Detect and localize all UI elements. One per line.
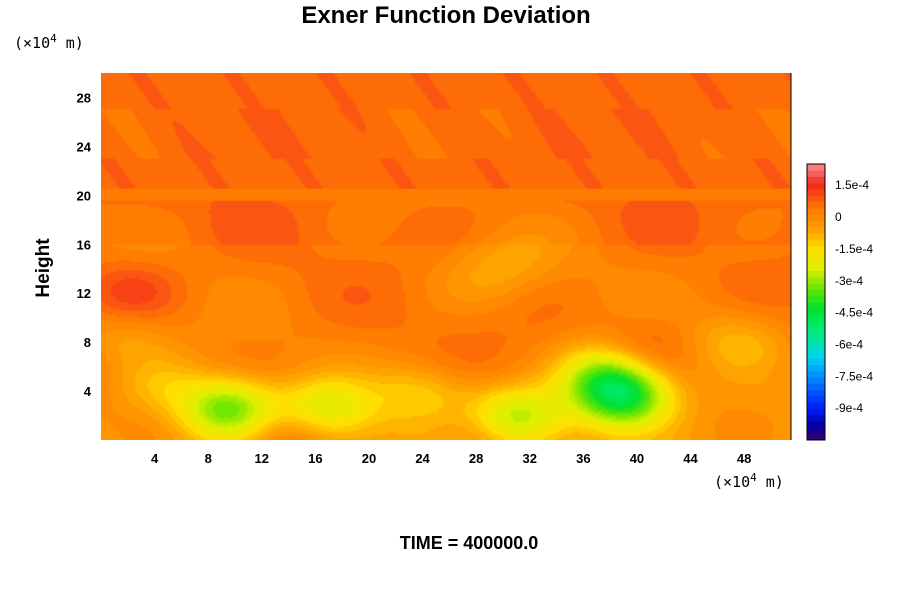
colorbar-tick-label: 1.5e-4 <box>835 178 869 192</box>
colorbar-tick-label: -9e-4 <box>835 401 863 415</box>
x-tick-label: 4 <box>151 451 159 466</box>
x-tick-label: 8 <box>205 451 212 466</box>
colorbar-bin <box>807 339 825 347</box>
colorbar-bin <box>807 214 825 221</box>
x-tick-labels: 4 8 12 16 20 24 28 32 36 40 44 48 <box>151 451 751 466</box>
colorbar-bin <box>807 377 825 384</box>
heatmap-field <box>101 73 791 440</box>
time-label: TIME = 400000.0 <box>400 533 539 553</box>
colorbar-bin <box>807 433 825 441</box>
y-axis-unit: (×104 m) <box>14 32 84 52</box>
colorbar-bin <box>807 170 825 177</box>
x-tick-label: 12 <box>255 451 269 466</box>
x-tick-label: 32 <box>523 451 537 466</box>
colorbar-bin <box>807 383 825 391</box>
colorbar-bin <box>807 251 825 259</box>
colorbar-bin <box>807 189 825 196</box>
x-tick-label: 44 <box>683 451 698 466</box>
colorbar-bin <box>807 195 825 203</box>
colorbar-bin <box>807 264 825 272</box>
colorbar-bin <box>807 333 825 341</box>
x-axis-unit: (×104 m) <box>714 471 784 491</box>
colorbar-bin <box>807 245 825 253</box>
x-tick-label: 48 <box>737 451 751 466</box>
x-tick-label: 24 <box>415 451 430 466</box>
y-tick-label: 28 <box>77 90 91 105</box>
colorbar-bin <box>807 371 825 378</box>
colorbar-bin <box>807 427 825 435</box>
colorbar-tick-label: -3e-4 <box>835 274 863 288</box>
y-tick-labels: 4 8 12 16 20 24 28 <box>77 90 92 399</box>
colorbar: 1.5e-4 0 -1.5e-4 -3e-4 -4.5e-4 -6e-4 -7.5e-4 -9… <box>806 163 873 441</box>
colorbar-bin <box>807 358 825 366</box>
colorbar-bin <box>807 239 825 246</box>
colorbar-bin <box>807 308 825 315</box>
colorbar-bin <box>807 258 825 265</box>
colorbar-bin <box>807 295 825 303</box>
colorbar-tick-label: -7.5e-4 <box>835 369 873 383</box>
colorbar-bin <box>807 283 825 290</box>
colorbar-bin <box>807 314 825 322</box>
colorbar-bin <box>807 327 825 334</box>
colorbar-bin <box>807 302 825 309</box>
y-tick-label: 12 <box>77 286 91 301</box>
colorbar-bin <box>807 408 825 416</box>
x-tick-label: 16 <box>308 451 322 466</box>
colorbar-bin <box>807 364 825 372</box>
y-tick-label: 20 <box>77 188 91 203</box>
colorbar-bin <box>807 414 825 422</box>
colorbar-tick-label: -4.5e-4 <box>835 306 873 320</box>
chart-title: Exner Function Deviation <box>301 2 590 29</box>
colorbar-tick-label: -6e-4 <box>835 337 863 351</box>
colorbar-bin <box>807 276 825 284</box>
colorbar-bin <box>807 345 825 353</box>
colorbar-bins <box>807 164 825 441</box>
colorbar-bin <box>807 233 825 240</box>
colorbar-tick-label: -1.5e-4 <box>835 242 873 256</box>
y-tick-label: 4 <box>84 384 92 399</box>
colorbar-tick-label: 0 <box>835 210 842 224</box>
colorbar-bin <box>807 396 825 403</box>
colorbar-bin <box>807 320 825 328</box>
colorbar-bin <box>807 389 825 397</box>
colorbar-bin <box>807 164 825 171</box>
plot-area <box>101 73 791 440</box>
colorbar-bin <box>807 201 825 209</box>
colorbar-bin <box>807 270 825 278</box>
colorbar-bin <box>807 402 825 410</box>
colorbar-bin <box>807 352 825 359</box>
colorbar-bin <box>807 182 825 190</box>
colorbar-frame <box>806 163 826 441</box>
y-tick-label: 24 <box>77 139 92 154</box>
colorbar-bin <box>807 421 825 428</box>
colorbar-bin <box>807 220 825 228</box>
x-tick-label: 20 <box>362 451 376 466</box>
y-tick-label: 16 <box>77 237 91 252</box>
colorbar-tick-labels: 1.5e-4 0 -1.5e-4 -3e-4 -4.5e-4 -6e-4 -7.5e-4 -9… <box>835 178 873 415</box>
y-tick-label: 8 <box>84 335 91 350</box>
colorbar-bin <box>807 176 825 184</box>
colorbar-bin <box>807 207 825 215</box>
colorbar-bin <box>807 226 825 234</box>
x-tick-label: 36 <box>576 451 590 466</box>
x-tick-label: 40 <box>630 451 644 466</box>
colorbar-bin <box>807 289 825 297</box>
x-tick-label: 28 <box>469 451 483 466</box>
y-axis-label: Height <box>33 238 54 298</box>
